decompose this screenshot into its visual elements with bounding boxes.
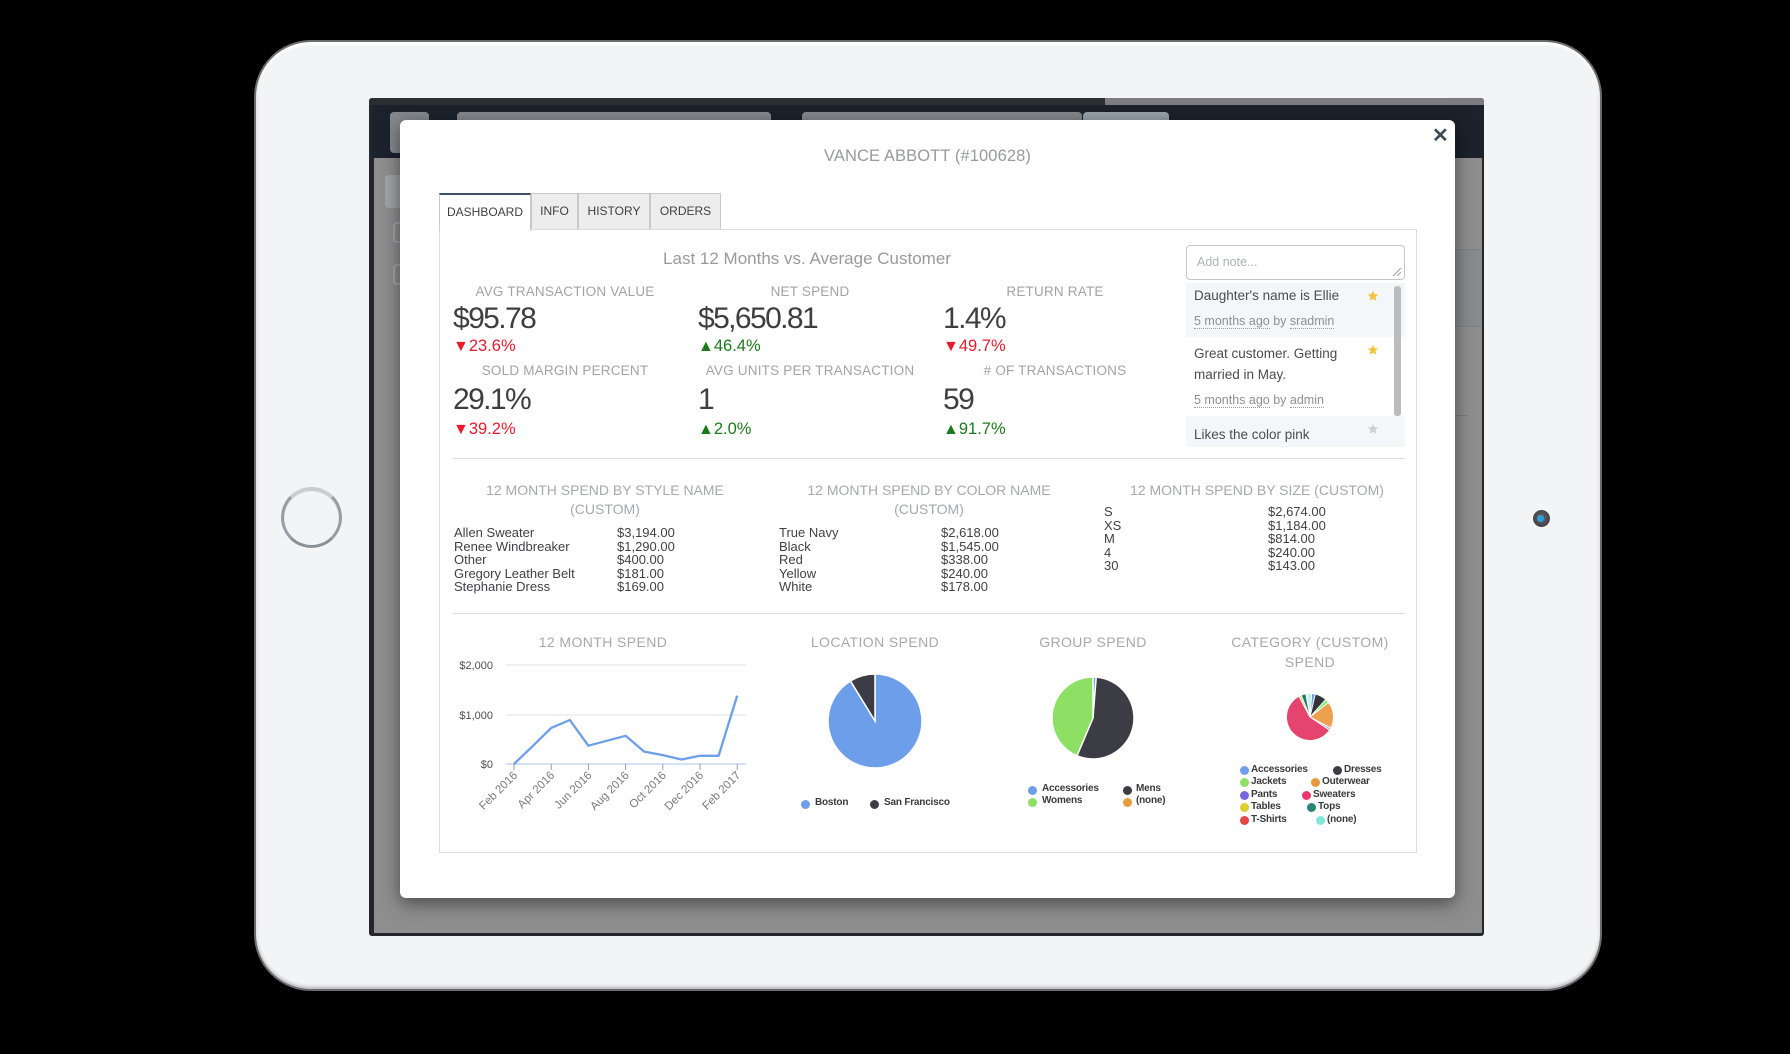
svg-text:$0: $0: [481, 759, 493, 771]
svg-text:$1,000: $1,000: [459, 710, 493, 722]
svg-text:Aug 2016: Aug 2016: [588, 770, 631, 813]
svg-text:Apr 2016: Apr 2016: [516, 770, 557, 811]
svg-text:$2,000: $2,000: [459, 660, 493, 672]
svg-text:Feb 2017: Feb 2017: [700, 770, 743, 813]
svg-text:Feb 2016: Feb 2016: [477, 770, 520, 813]
svg-text:Dec 2016: Dec 2016: [663, 770, 706, 813]
